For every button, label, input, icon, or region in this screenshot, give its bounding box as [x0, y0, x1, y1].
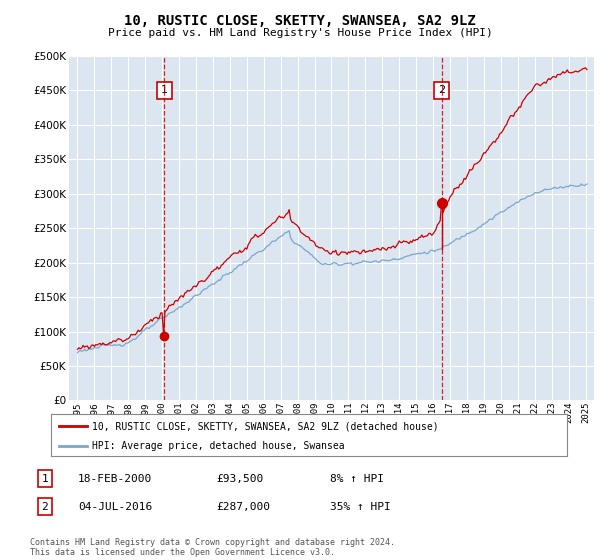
Text: 2: 2	[41, 502, 49, 512]
Text: 04-JUL-2016: 04-JUL-2016	[78, 502, 152, 512]
Text: 2: 2	[438, 86, 445, 95]
Text: £93,500: £93,500	[216, 474, 263, 484]
Text: 1: 1	[161, 86, 167, 95]
Text: 35% ↑ HPI: 35% ↑ HPI	[330, 502, 391, 512]
Text: 18-FEB-2000: 18-FEB-2000	[78, 474, 152, 484]
Text: 10, RUSTIC CLOSE, SKETTY, SWANSEA, SA2 9LZ: 10, RUSTIC CLOSE, SKETTY, SWANSEA, SA2 9…	[124, 14, 476, 28]
Text: £287,000: £287,000	[216, 502, 270, 512]
Text: Price paid vs. HM Land Registry's House Price Index (HPI): Price paid vs. HM Land Registry's House …	[107, 28, 493, 38]
Text: 8% ↑ HPI: 8% ↑ HPI	[330, 474, 384, 484]
Text: 1: 1	[41, 474, 49, 484]
Text: Contains HM Land Registry data © Crown copyright and database right 2024.
This d: Contains HM Land Registry data © Crown c…	[30, 538, 395, 557]
Text: 10, RUSTIC CLOSE, SKETTY, SWANSEA, SA2 9LZ (detached house): 10, RUSTIC CLOSE, SKETTY, SWANSEA, SA2 9…	[92, 421, 439, 431]
Text: HPI: Average price, detached house, Swansea: HPI: Average price, detached house, Swan…	[92, 441, 345, 451]
